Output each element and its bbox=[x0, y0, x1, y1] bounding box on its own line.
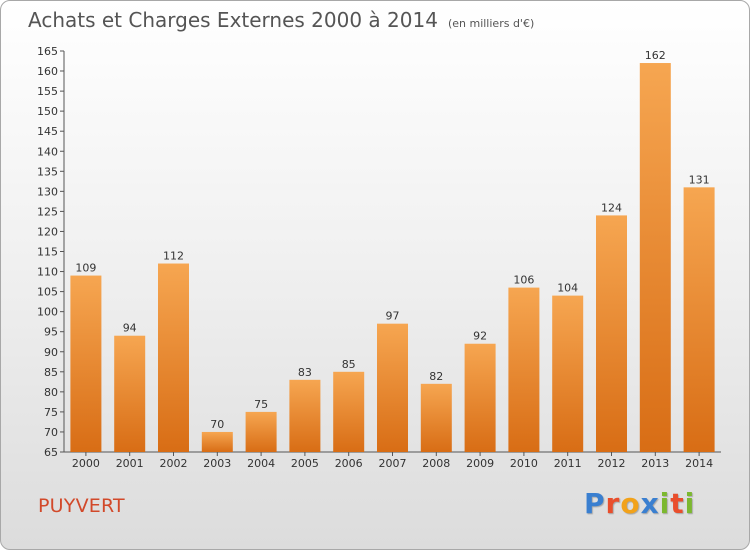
chart-title: Achats et Charges Externes 2000 à 2014 (e… bbox=[28, 8, 534, 32]
bar bbox=[552, 295, 584, 452]
y-tick-label: 115 bbox=[37, 246, 58, 259]
y-tick-label: 145 bbox=[37, 125, 58, 138]
x-tick-label: 2008 bbox=[422, 457, 450, 470]
y-tick-label: 135 bbox=[37, 165, 58, 178]
bar bbox=[508, 287, 540, 452]
y-tick-label: 90 bbox=[44, 346, 58, 359]
y-tick-label: 140 bbox=[37, 145, 58, 158]
chart-subtitle: (en milliers d'€) bbox=[447, 17, 535, 30]
x-tick-label: 2001 bbox=[116, 457, 144, 470]
x-tick-label: 2004 bbox=[247, 457, 275, 470]
data-label: 83 bbox=[298, 366, 312, 379]
y-tick-label: 80 bbox=[44, 386, 58, 399]
y-tick-label: 75 bbox=[44, 406, 58, 419]
data-label: 131 bbox=[689, 173, 710, 186]
bar bbox=[245, 411, 277, 452]
x-tick-label: 2012 bbox=[598, 457, 626, 470]
commune-name: PUYVERT bbox=[38, 495, 125, 517]
bar bbox=[377, 323, 408, 452]
logo-letter: i bbox=[659, 487, 671, 520]
bar bbox=[158, 263, 189, 452]
data-label: 112 bbox=[163, 250, 184, 263]
data-label: 82 bbox=[429, 370, 443, 383]
bar bbox=[464, 343, 496, 452]
bar bbox=[201, 431, 233, 452]
y-tick-label: 130 bbox=[37, 185, 58, 198]
data-label: 162 bbox=[645, 49, 666, 62]
logo-letter: t bbox=[670, 487, 685, 520]
bar bbox=[289, 379, 321, 452]
x-tick-label: 2002 bbox=[160, 457, 188, 470]
chart-title-text: Achats et Charges Externes 2000 à 2014 bbox=[28, 8, 438, 32]
y-tick-label: 125 bbox=[37, 205, 58, 218]
y-tick-label: 70 bbox=[44, 426, 58, 439]
bar bbox=[683, 187, 715, 452]
data-label: 94 bbox=[123, 322, 137, 335]
data-label: 97 bbox=[386, 310, 400, 323]
bar bbox=[596, 215, 627, 452]
x-tick-label: 2007 bbox=[379, 457, 407, 470]
data-label: 124 bbox=[601, 201, 622, 214]
logo-letter: r bbox=[605, 487, 621, 520]
x-tick-label: 2013 bbox=[641, 457, 669, 470]
y-tick-label: 105 bbox=[37, 286, 58, 299]
x-tick-label: 2009 bbox=[466, 457, 494, 470]
y-tick-label: 85 bbox=[44, 366, 58, 379]
x-tick-label: 2011 bbox=[554, 457, 582, 470]
bar bbox=[639, 63, 671, 452]
logo-letter: x bbox=[640, 487, 660, 520]
y-tick-label: 65 bbox=[44, 446, 58, 459]
x-tick-label: 2014 bbox=[685, 457, 713, 470]
logo-letter: i bbox=[684, 487, 696, 520]
bar bbox=[70, 275, 102, 452]
logo-letter: o bbox=[620, 487, 641, 520]
proxiti-logo: Proxiti bbox=[584, 487, 695, 520]
data-label: 70 bbox=[210, 418, 224, 431]
data-label: 109 bbox=[75, 262, 96, 275]
data-label: 75 bbox=[254, 398, 268, 411]
x-tick-label: 2000 bbox=[72, 457, 100, 470]
x-tick-label: 2005 bbox=[291, 457, 319, 470]
y-tick-label: 110 bbox=[37, 266, 58, 279]
bar bbox=[420, 383, 452, 452]
y-tick-label: 150 bbox=[37, 105, 58, 118]
y-tick-label: 160 bbox=[37, 65, 58, 78]
y-tick-label: 165 bbox=[37, 45, 58, 58]
x-tick-label: 2006 bbox=[335, 457, 363, 470]
logo-letter: P bbox=[584, 487, 606, 520]
y-tick-label: 100 bbox=[37, 306, 58, 319]
x-tick-label: 2003 bbox=[203, 457, 231, 470]
data-label: 92 bbox=[473, 330, 487, 343]
y-tick-label: 155 bbox=[37, 85, 58, 98]
y-tick-label: 95 bbox=[44, 326, 58, 339]
data-label: 104 bbox=[557, 282, 578, 295]
y-tick-label: 120 bbox=[37, 225, 58, 238]
bar bbox=[114, 335, 146, 452]
bar bbox=[333, 371, 365, 452]
x-tick-label: 2010 bbox=[510, 457, 538, 470]
data-label: 106 bbox=[513, 274, 534, 287]
data-label: 85 bbox=[342, 358, 356, 371]
